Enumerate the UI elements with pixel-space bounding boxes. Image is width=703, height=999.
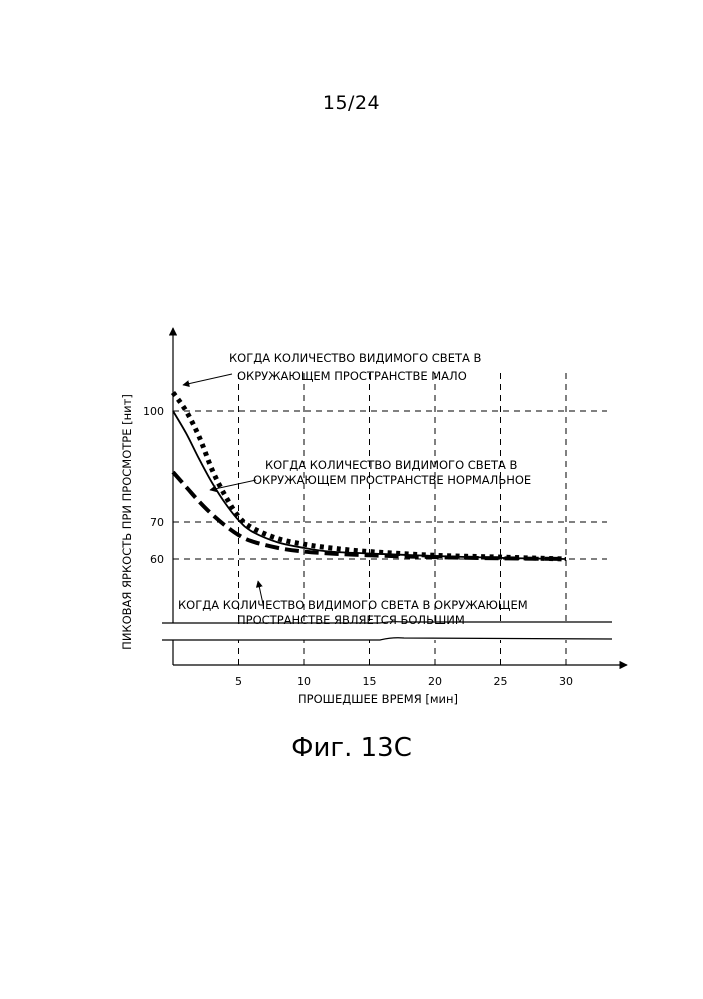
x-tick-label-30: 30	[559, 675, 573, 688]
x-tick-label-15: 15	[363, 675, 377, 688]
annotation-high-light-line-1: КОГДА КОЛИЧЕСТВО ВИДИМОГО СВЕТА В ОКРУЖА…	[178, 598, 528, 612]
y-axis-title: ПИКОВАЯ ЯРКОСТЬ ПРИ ПРОСМОТРЕ [нит]	[120, 394, 134, 650]
annotation-high-light-line-2: ПРОСТРАНСТВЕ ЯВЛЯЕТСЯ БОЛЬШИМ	[237, 613, 465, 627]
x-tick-label-5: 5	[235, 675, 242, 688]
tick-labels: 5 10 15 20 25 30 60 70 100	[143, 405, 573, 688]
x-tick-label-10: 10	[297, 675, 311, 688]
y-tick-label-100: 100	[143, 405, 164, 418]
annotation-normal-light-line-2: ОКРУЖАЮЩЕМ ПРОСТРАНСТВЕ НОРМАЛЬНОЕ	[253, 473, 531, 487]
y-tick-label-60: 60	[150, 553, 164, 566]
y-tick-label-70: 70	[150, 516, 164, 529]
x-tick-label-20: 20	[428, 675, 442, 688]
x-tick-label-25: 25	[494, 675, 508, 688]
x-axis-title: ПРОШЕДШЕЕ ВРЕМЯ [мин]	[298, 692, 458, 706]
annotation-low-light-line-1: КОГДА КОЛИЧЕСТВО ВИДИМОГО СВЕТА В	[229, 351, 482, 365]
figure-caption: Фиг. 13С	[0, 733, 703, 763]
annotation-low-light-line-2: ОКРУЖАЮЩЕМ ПРОСТРАНСТВЕ МАЛО	[237, 369, 467, 383]
annotations: КОГДА КОЛИЧЕСТВО ВИДИМОГО СВЕТА ВОКРУЖАЮ…	[178, 351, 531, 627]
annotation-normal-light-line-1: КОГДА КОЛИЧЕСТВО ВИДИМОГО СВЕТА В	[265, 458, 518, 472]
annotation-low-light-arrow	[183, 374, 232, 385]
